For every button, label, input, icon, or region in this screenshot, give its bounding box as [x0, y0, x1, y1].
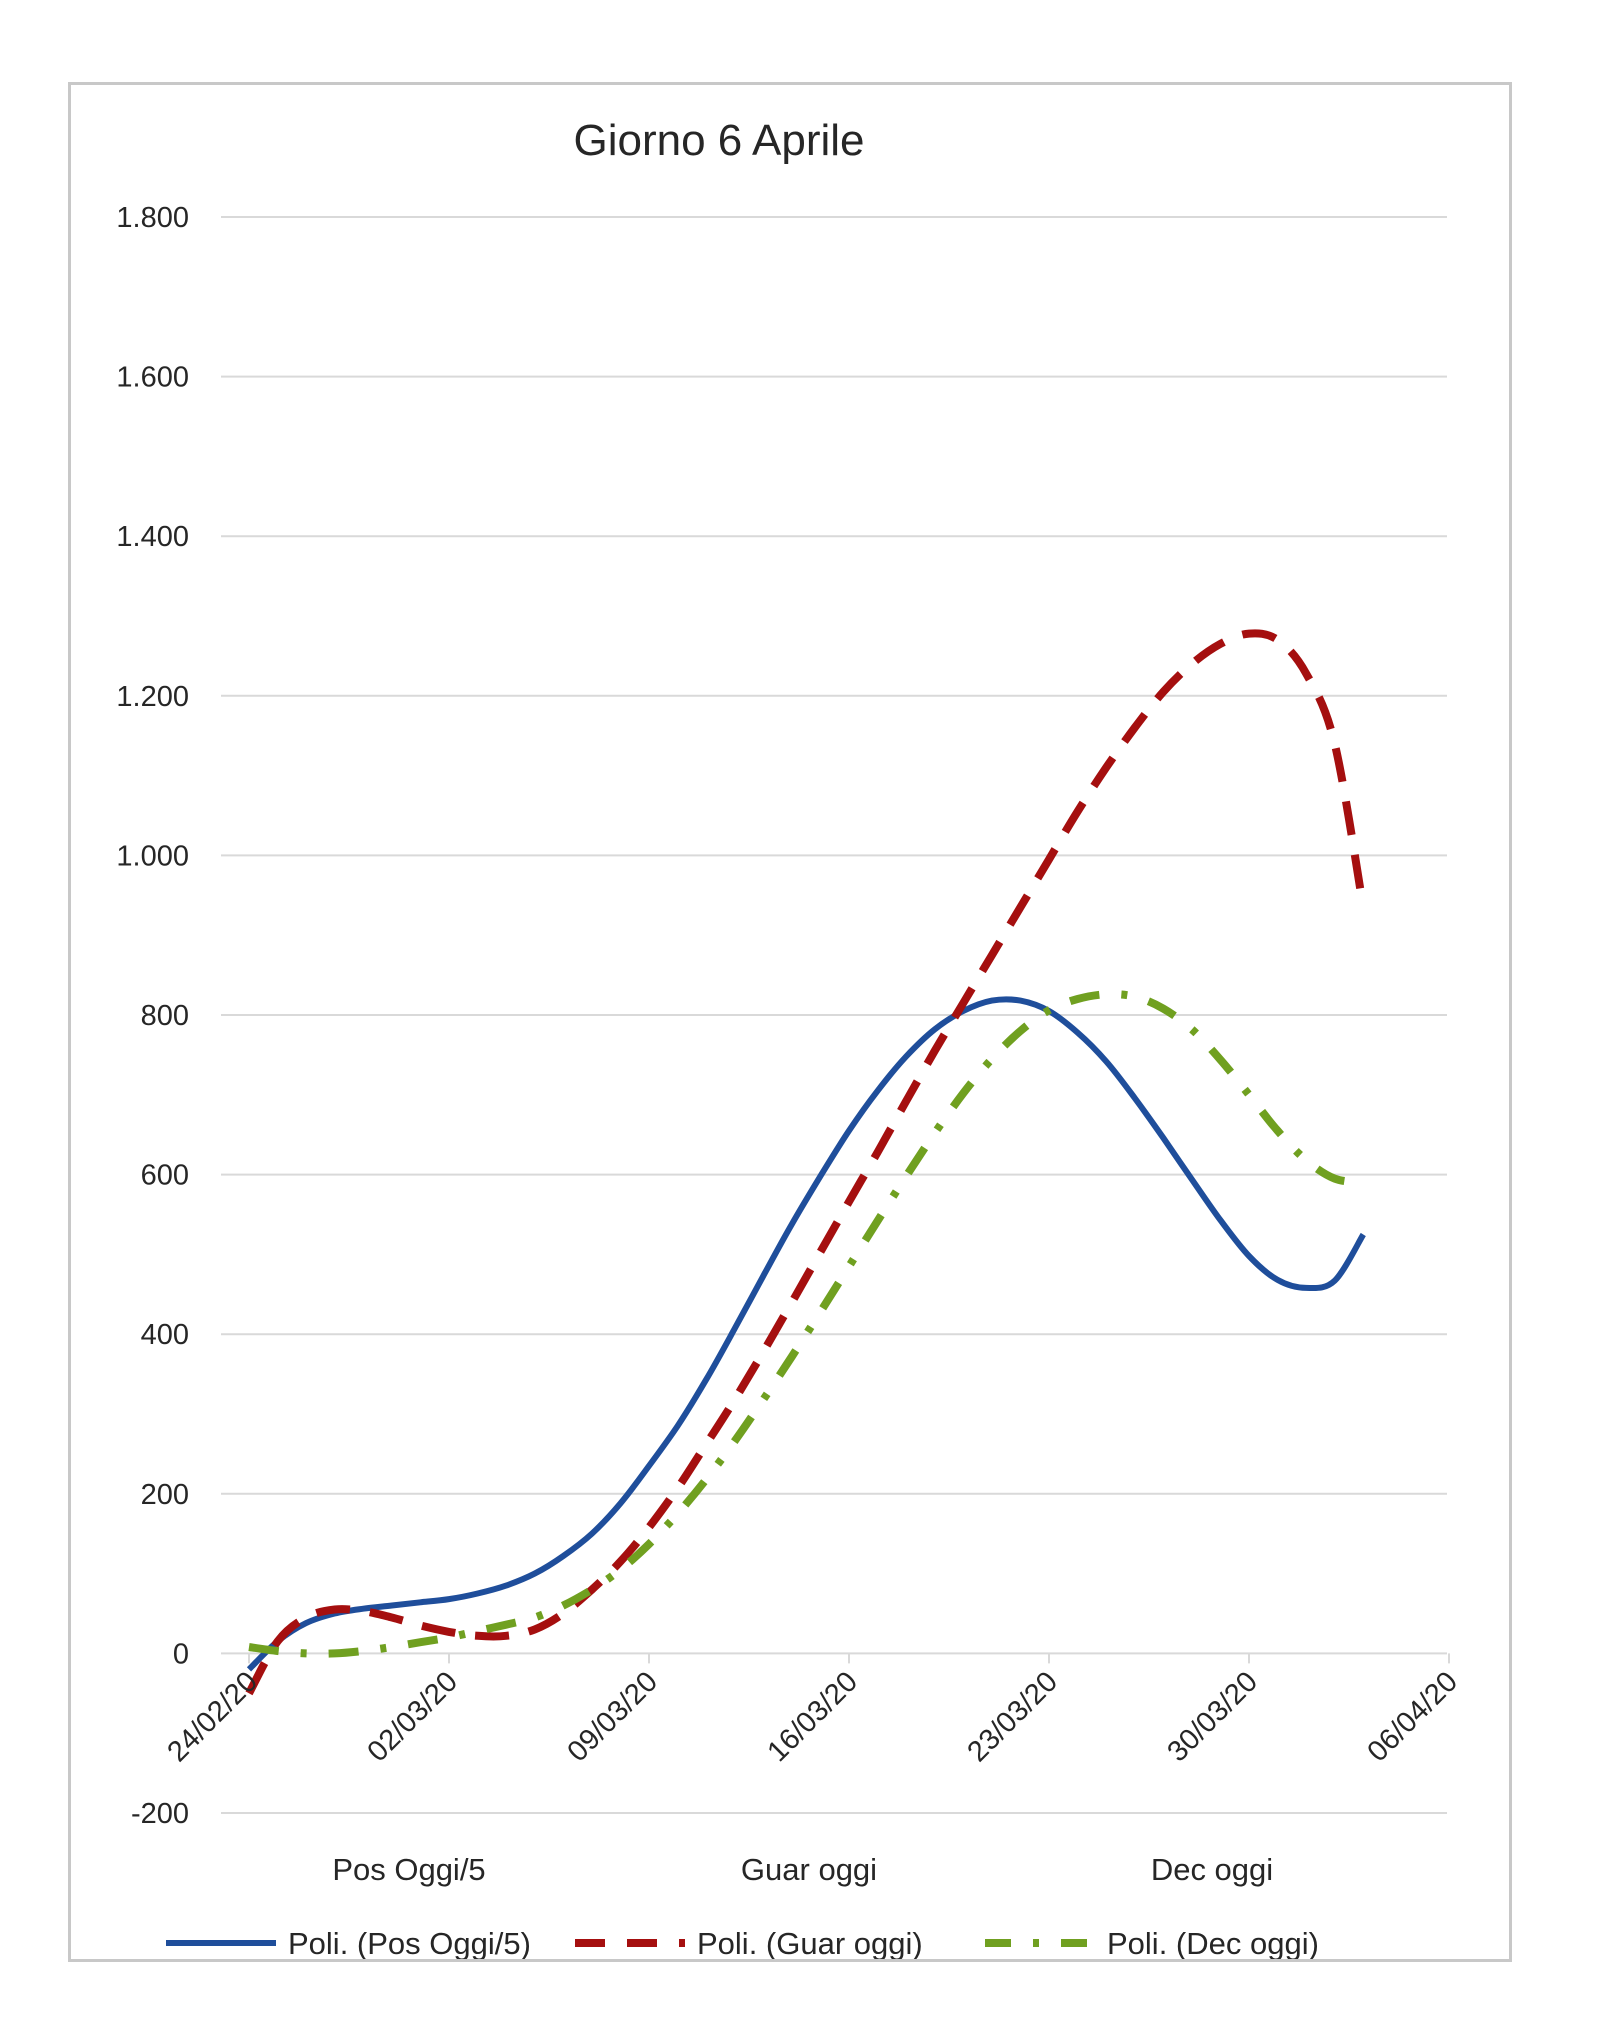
x-tick-label: 24/02/20: [161, 1666, 263, 1768]
legend-entry: Poli. (Pos Oggi/5): [288, 1926, 531, 1959]
y-tick-label: -200: [131, 1798, 189, 1830]
y-tick-labels: -200 0 200 400 600 800 1.000 1.200 1.400 1.600 1.8…: [116, 202, 189, 1830]
x-tick-labels: 24/02/20 02/03/20 09/03/20 16/03/20 23/03/20…: [161, 1666, 1463, 1768]
series-labels: Pos Oggi/5 Guar oggi Dec oggi: [332, 1852, 1273, 1887]
y-tick-label: 200: [141, 1479, 189, 1511]
chart-frame: Giorno 6 Aprile -200 0 200 400 600 800 1.000 1.…: [68, 82, 1512, 1962]
y-tick-label: 1.200: [116, 681, 189, 713]
series-line-0: [246, 996, 1366, 1672]
y-tick-label: 1.000: [116, 840, 189, 872]
series-label: Guar oggi: [741, 1852, 877, 1887]
x-tick-label: 02/03/20: [361, 1666, 463, 1768]
x-tick-label: 30/03/20: [1161, 1666, 1263, 1768]
x-tick-label: 06/04/20: [1361, 1666, 1463, 1768]
chart-title: Giorno 6 Aprile: [573, 116, 864, 165]
x-tick-label: 16/03/20: [761, 1666, 863, 1768]
x-tick-label: 09/03/20: [561, 1666, 663, 1768]
series-line-2: [248, 990, 1364, 1658]
legend: Poli. (Pos Oggi/5) Poli. (Guar oggi) Poli.…: [166, 1926, 1319, 1959]
x-axis: [221, 1652, 1450, 1664]
legend-entry: Poli. (Dec oggi): [1107, 1926, 1319, 1959]
chart-svg: Giorno 6 Aprile -200 0 200 400 600 800 1.000 1.…: [116, 116, 1464, 1959]
x-tick-label: 23/03/20: [961, 1666, 1063, 1768]
series-label: Pos Oggi/5: [332, 1852, 485, 1887]
series-lines: [245, 629, 1368, 1696]
y-tick-label: 1.800: [116, 202, 189, 234]
y-tick-label: 600: [141, 1160, 189, 1192]
y-tick-label: 0: [173, 1638, 189, 1670]
series-line-1: [245, 629, 1368, 1696]
y-tick-label: 1.600: [116, 362, 189, 394]
y-tick-label: 400: [141, 1319, 189, 1351]
series-label: Dec oggi: [1151, 1852, 1273, 1887]
legend-entry: Poli. (Guar oggi): [697, 1926, 923, 1959]
y-tick-label: 1.400: [116, 521, 189, 553]
gridlines: [221, 216, 1447, 1814]
y-tick-label: 800: [141, 1000, 189, 1032]
